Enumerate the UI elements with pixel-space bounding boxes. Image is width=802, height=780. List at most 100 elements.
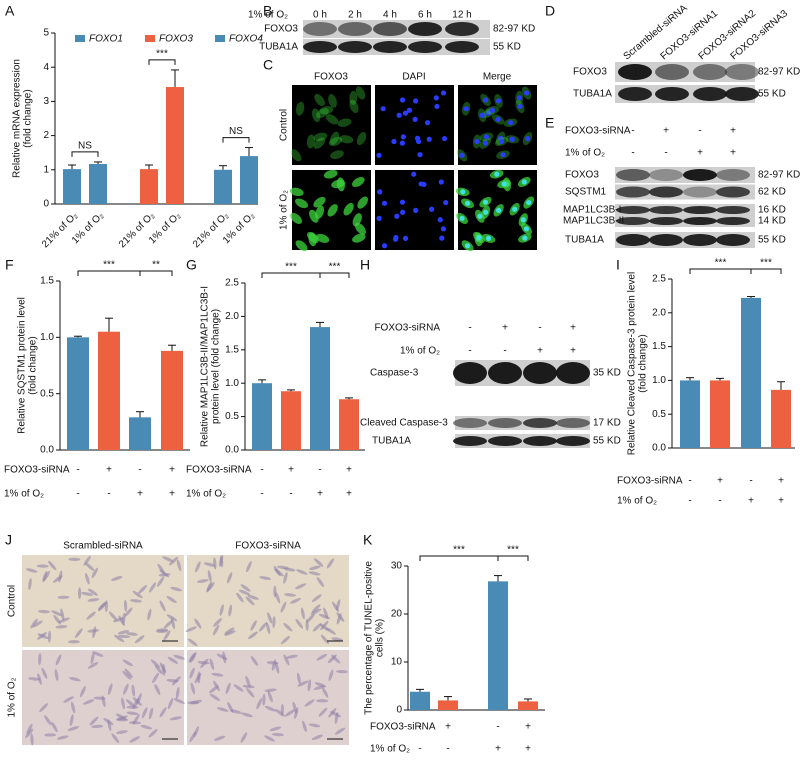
significance-bracket — [148, 59, 176, 65]
y-tick-label: 2.5 — [225, 278, 239, 289]
cell-foxo3 — [323, 169, 338, 179]
cell — [68, 640, 81, 644]
cell-nucleus — [413, 207, 419, 213]
cell-nucleus — [523, 226, 530, 232]
y-tick-label: 1.0 — [652, 375, 666, 386]
blot-band — [649, 186, 683, 198]
cell — [87, 661, 99, 669]
cell — [302, 720, 307, 733]
panel-letter: C — [263, 57, 273, 73]
y-tick-label: 0.5 — [225, 411, 239, 422]
y-axis-label: Relative MAP1LC3B-II/MAP1LC3B-I — [200, 286, 211, 447]
cell-nucleus — [440, 226, 447, 232]
condition-sign: + — [748, 496, 754, 507]
cell-nucleus — [483, 209, 489, 215]
condition-sign: - — [76, 465, 79, 476]
cell — [267, 612, 273, 624]
condition-sign: + — [730, 148, 736, 159]
cell — [140, 724, 153, 730]
condition-sign: - — [318, 465, 321, 476]
cell — [30, 733, 34, 746]
bar — [67, 337, 89, 450]
condition-sign: + — [778, 476, 784, 487]
cell — [154, 664, 163, 675]
molecular-weight: 62 KD — [758, 187, 786, 198]
cell — [111, 733, 120, 743]
cell — [83, 555, 91, 566]
cell — [311, 734, 323, 741]
significance-label: *** — [103, 260, 115, 271]
tunel-image — [185, 555, 349, 647]
cell — [69, 714, 74, 727]
y-tick-label: 20 — [391, 609, 403, 620]
cell — [336, 670, 349, 674]
cell-nucleus — [496, 207, 502, 213]
legend-swatch — [215, 35, 225, 42]
cell — [44, 715, 52, 726]
cell-foxo3 — [339, 135, 354, 144]
cell-foxo3 — [331, 179, 345, 189]
micrograph — [455, 169, 537, 252]
cell — [274, 568, 284, 577]
panel-letter: H — [360, 257, 370, 273]
cell — [187, 701, 200, 705]
condition-label: 1% of O₂ — [400, 346, 440, 357]
significance-bracket — [319, 272, 350, 278]
cell-nucleus — [439, 235, 445, 241]
cell-nucleus — [495, 98, 502, 104]
blot-band — [488, 362, 522, 384]
legend-label: FOXO3 — [159, 34, 193, 45]
cell — [83, 699, 95, 705]
cell — [167, 698, 174, 710]
micrograph-bg — [458, 85, 537, 165]
cell-nucleus — [391, 138, 397, 145]
cell-foxo3 — [295, 198, 308, 209]
condition-sign: - — [138, 465, 141, 476]
cell-foxo3 — [349, 90, 358, 105]
cell — [189, 667, 195, 679]
panel-letter: D — [545, 3, 555, 19]
cell — [213, 735, 226, 741]
condition-sign: + — [570, 323, 576, 334]
y-tick-label: 0.5 — [652, 409, 666, 420]
cell — [112, 617, 125, 623]
significance-label: ** — [152, 260, 160, 271]
cell-nucleus — [381, 200, 388, 206]
blot-band — [618, 64, 652, 80]
cell — [156, 628, 169, 632]
cell — [295, 618, 304, 629]
cell-nucleus — [412, 98, 419, 104]
condition-sign: + — [317, 489, 323, 500]
condition-sign: - — [698, 126, 701, 137]
column-label: FOXO3-siRNA — [235, 541, 301, 552]
cell — [67, 726, 80, 731]
row-label: MAP1LC3B-II — [563, 216, 624, 227]
cell — [26, 723, 33, 735]
tunel-image — [22, 555, 184, 647]
condition-label: 1% of O₂ — [370, 744, 410, 755]
y-tick-label: 0 — [396, 705, 402, 716]
condition-sign: + — [346, 465, 352, 476]
blot-band — [725, 87, 759, 101]
bar — [214, 169, 232, 204]
y-axis-label: cells (%) — [375, 619, 386, 657]
row-label: FOXO3 — [573, 67, 607, 78]
cell-nucleus — [507, 120, 514, 126]
cell — [318, 707, 328, 717]
cell — [267, 691, 273, 703]
cell — [60, 608, 65, 621]
cell-nucleus — [402, 235, 409, 241]
y-tick-label: 4 — [43, 62, 49, 73]
cell — [242, 684, 255, 689]
cell — [328, 669, 334, 681]
cell — [25, 728, 34, 739]
error-bar — [145, 164, 153, 170]
cell — [245, 596, 255, 606]
row-label: Caspase-3 — [370, 368, 419, 379]
cell — [185, 626, 197, 633]
significance-bracket — [139, 270, 173, 276]
cell-foxo3 — [306, 134, 315, 149]
cell-nucleus — [394, 213, 400, 219]
bar — [252, 383, 272, 450]
